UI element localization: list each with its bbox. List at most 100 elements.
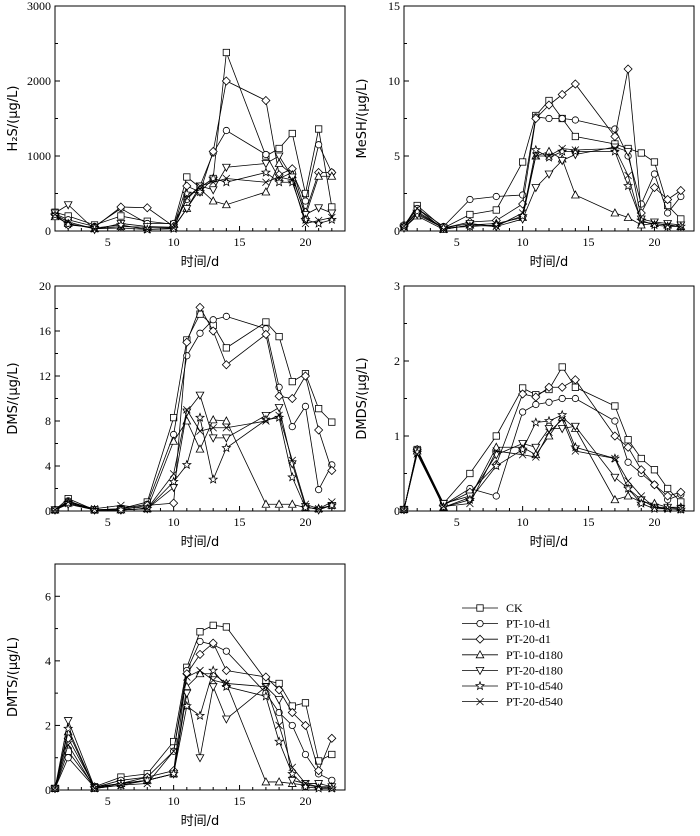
data-point <box>196 637 204 646</box>
data-point <box>466 221 474 229</box>
x-tick-label: 10 <box>517 235 529 249</box>
x-tick-label: 20 <box>299 794 311 808</box>
data-point <box>143 225 152 234</box>
data-point <box>557 425 567 434</box>
data-point <box>663 194 673 205</box>
data-point <box>194 710 206 721</box>
data-point <box>221 665 231 676</box>
data-point <box>64 498 72 506</box>
data-point <box>558 394 566 403</box>
data-point <box>221 715 231 724</box>
legend-marker <box>474 680 486 691</box>
data-point <box>287 707 297 718</box>
series-line <box>54 408 333 511</box>
data-point <box>557 89 567 100</box>
data-point <box>611 417 619 425</box>
data-point <box>261 187 271 196</box>
data-point <box>261 160 271 169</box>
y-tick-label: 0 <box>394 504 400 518</box>
series-PT-20-d1 <box>50 638 337 793</box>
data-point <box>314 782 323 791</box>
data-point <box>209 178 217 187</box>
data-point <box>492 222 501 231</box>
data-point <box>544 425 554 434</box>
data-point <box>262 318 270 326</box>
data-point <box>222 344 230 352</box>
data-point <box>315 486 323 494</box>
series-line <box>54 669 332 789</box>
data-point <box>288 763 297 772</box>
data-point <box>301 197 310 205</box>
y-tick-label: 0 <box>45 504 51 518</box>
data-point <box>222 126 230 135</box>
data-point <box>208 434 218 443</box>
data-point <box>491 460 502 471</box>
data-point <box>327 171 337 180</box>
data-point <box>274 777 284 786</box>
data-point <box>491 442 501 451</box>
data-point <box>623 491 633 500</box>
data-point <box>545 428 553 437</box>
data-point <box>209 621 217 629</box>
x-tick-label: 10 <box>168 794 180 808</box>
data-point <box>194 186 206 197</box>
dmds-panel: 5 10 15 20 0 1 2 3 时间/d DMDS/(μg/L) <box>354 279 700 557</box>
data-point <box>531 184 541 193</box>
legend-entry: PT-10-d1 <box>462 617 551 631</box>
data-point <box>275 144 283 153</box>
plot-frame <box>54 5 346 232</box>
data-point <box>208 683 218 692</box>
data-point <box>288 176 297 184</box>
legend-marker <box>475 634 485 644</box>
data-point <box>261 672 271 682</box>
data-point <box>637 218 646 226</box>
data-point <box>518 440 528 449</box>
series-PT-20-d1 <box>50 302 337 515</box>
data-point <box>208 146 218 157</box>
data-point <box>328 203 336 211</box>
data-point <box>195 754 205 763</box>
data-point <box>196 628 204 636</box>
data-point <box>274 158 284 167</box>
series-CK <box>51 310 336 514</box>
data-point <box>183 405 191 414</box>
data-point <box>63 717 73 726</box>
data-point <box>637 492 646 500</box>
series-PT-10-d540 <box>398 144 686 233</box>
data-point <box>314 216 323 225</box>
data-point <box>623 64 633 74</box>
data-point <box>195 302 205 312</box>
x-tick-label: 5 <box>454 515 460 529</box>
data-point <box>196 329 204 337</box>
data-point <box>262 682 270 691</box>
data-point <box>90 504 99 513</box>
data-point <box>571 146 580 154</box>
data-point <box>170 737 178 746</box>
y-tick-label: 1000 <box>27 149 51 163</box>
data-point <box>327 465 337 476</box>
data-point <box>413 450 421 458</box>
data-point <box>570 375 580 385</box>
data-point <box>637 454 645 463</box>
data-point <box>222 647 230 655</box>
data-point <box>262 150 270 159</box>
data-point <box>117 224 125 232</box>
series-line <box>403 148 681 230</box>
series-CK <box>51 621 336 792</box>
data-point <box>288 378 296 386</box>
data-point <box>300 371 311 381</box>
x-tick-label: 5 <box>105 515 111 529</box>
legend-label: PT-20-d180 <box>506 663 563 677</box>
data-point <box>624 171 632 180</box>
data-point <box>301 500 310 509</box>
series-line <box>54 417 332 511</box>
data-point <box>492 206 500 214</box>
data-point <box>623 180 634 191</box>
data-point <box>51 506 59 514</box>
legend-entry: PT-10-d540 <box>462 679 563 693</box>
data-point <box>143 504 152 513</box>
x-axis-title: 时间/d <box>530 255 569 270</box>
mesh-panel: 5 10 15 20 0 5 10 15 时间/d MeSH/(μg/L) <box>354 0 700 277</box>
data-point <box>287 393 297 404</box>
data-point <box>315 125 323 133</box>
